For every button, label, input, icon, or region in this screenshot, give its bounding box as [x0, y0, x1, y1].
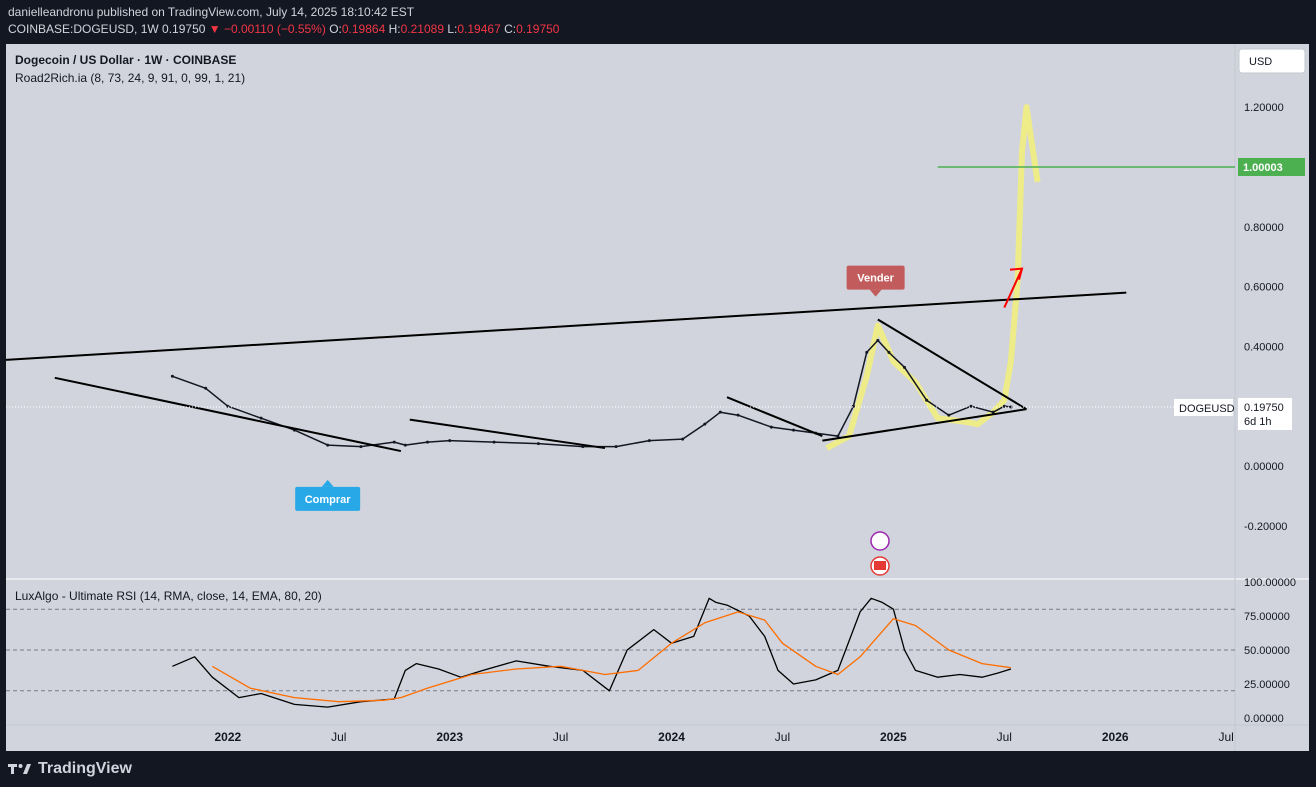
- low-value: 0.19467: [457, 22, 501, 36]
- x-tick-label: 2024: [658, 730, 685, 744]
- rsi-y-tick-label: 50.00000: [1244, 645, 1290, 657]
- symbol-ohlc-line: COINBASE:DOGEUSD, 1W 0.19750 ▼ −0.00110 …: [8, 22, 559, 36]
- price-point: [969, 404, 973, 408]
- indicator-label: Road2Rich.ia (8, 73, 24, 9, 91, 0, 99, 1…: [15, 71, 245, 85]
- trendline: [409, 418, 606, 450]
- y-tick-label: 0.80000: [1244, 222, 1284, 234]
- price-point: [792, 428, 796, 432]
- x-tick-label: 2026: [1102, 730, 1129, 744]
- trendline: [877, 318, 1027, 411]
- y-tick-label: 1.20000: [1244, 102, 1284, 114]
- rsi-title: LuxAlgo - Ultimate RSI (14, RMA, close, …: [15, 589, 322, 603]
- price-point: [647, 439, 651, 443]
- last-price: 0.19750: [162, 22, 206, 36]
- price-point: [902, 365, 906, 369]
- buy-signal-box: [295, 486, 361, 511]
- price-point: [326, 443, 330, 447]
- chart-title: Dogecoin / US Dollar · 1W · COINBASE: [15, 53, 236, 67]
- price-point: [703, 422, 707, 426]
- trendline: [822, 408, 1027, 442]
- countdown-label: 6d 1h: [1244, 416, 1272, 428]
- sell-signal-label: Vender: [857, 273, 894, 285]
- x-tick-label: 2025: [880, 730, 907, 744]
- close-value: 0.19750: [516, 22, 560, 36]
- symbol-tag: DOGEUSD: [1179, 403, 1235, 415]
- buy-signal-pointer: [321, 479, 334, 487]
- price-point: [887, 350, 891, 354]
- trendline: [6, 291, 1127, 361]
- price-point: [425, 440, 429, 444]
- price-point: [492, 440, 496, 444]
- low-label: L:: [447, 22, 458, 36]
- sell-signal-pointer: [869, 289, 882, 297]
- price-point: [403, 443, 407, 447]
- last-price-box: [1238, 397, 1292, 430]
- price-point: [259, 416, 263, 420]
- price-point: [925, 398, 929, 402]
- rsi-signal-line: [211, 611, 1011, 703]
- price-point: [359, 445, 363, 449]
- currency-button: USD: [1249, 56, 1272, 68]
- rsi-y-tick-label: 75.00000: [1244, 611, 1290, 623]
- x-tick-label: Jul: [997, 730, 1012, 744]
- footer-brand: TradingView: [38, 760, 132, 777]
- projection-line: [825, 104, 1041, 451]
- rsi-y-tick-label: 25.00000: [1244, 679, 1290, 691]
- red-arrow-shaft: [1003, 268, 1023, 308]
- y-tick-label: 0.60000: [1244, 282, 1284, 294]
- price-point: [769, 425, 773, 429]
- price-point: [865, 350, 869, 354]
- us-flag-icon: [874, 561, 886, 570]
- x-tick-label: Jul: [553, 730, 568, 744]
- target-label-box: [1238, 157, 1305, 176]
- open-value: 0.19864: [341, 22, 386, 36]
- price-point: [836, 434, 840, 438]
- symbol: COINBASE:DOGEUSD, 1W: [8, 22, 159, 36]
- x-tick-label: 2022: [214, 730, 241, 744]
- target-label: 1.00003: [1243, 162, 1283, 174]
- open-label: O:: [329, 22, 342, 36]
- price-point: [876, 338, 880, 342]
- price-point: [1009, 405, 1013, 409]
- price-point: [204, 386, 208, 390]
- price-point: [170, 374, 174, 378]
- currency-button-box: [1238, 48, 1306, 74]
- y-tick-label: 0.00000: [1244, 461, 1284, 473]
- y-tick-label: -0.20000: [1244, 521, 1287, 533]
- high-value: 0.21089: [400, 22, 444, 36]
- trendline: [726, 396, 823, 438]
- x-tick-label: 2023: [436, 730, 463, 744]
- price-point: [736, 413, 740, 417]
- x-tick-label: Jul: [331, 730, 346, 744]
- tradingview-footer: TradingView: [8, 760, 132, 778]
- price-point: [448, 439, 452, 443]
- last-price-label: 0.19750: [1244, 402, 1284, 414]
- price-point: [536, 442, 540, 446]
- price-point: [947, 413, 951, 417]
- price-point: [718, 410, 722, 414]
- published-line: danielleandronu published on TradingView…: [8, 5, 415, 19]
- rsi-y-tick-label: 100.00000: [1244, 577, 1296, 589]
- tradingview-logo-icon: [8, 764, 31, 774]
- red-arrow-head: [1009, 267, 1024, 280]
- price-point: [991, 410, 995, 414]
- price-point: [681, 437, 685, 441]
- sell-signal-box: [846, 265, 905, 290]
- rsi-line: [172, 597, 1012, 708]
- close-label: C:: [504, 22, 517, 36]
- trendline: [54, 376, 402, 453]
- rsi-y-tick-label: 0.00000: [1244, 713, 1284, 725]
- x-tick-label: Jul: [1218, 730, 1233, 744]
- chart-panel[interactable]: Dogecoin / US Dollar · 1W · COINBASE Road…: [6, 44, 1309, 751]
- lightning-event-icon: [870, 531, 890, 551]
- price-change: ▼ −0.00110 (−0.55%): [208, 22, 326, 36]
- symbol-tag-box: [1174, 398, 1233, 416]
- chart-svg[interactable]: Dogecoin / US Dollar · 1W · COINBASE Road…: [6, 44, 1309, 751]
- y-tick-label: 0.40000: [1244, 341, 1284, 353]
- x-tick-label: Jul: [775, 730, 790, 744]
- price-point: [392, 440, 396, 444]
- buy-signal-label: Comprar: [305, 494, 352, 506]
- high-label: H:: [388, 22, 401, 36]
- price-point: [614, 445, 618, 449]
